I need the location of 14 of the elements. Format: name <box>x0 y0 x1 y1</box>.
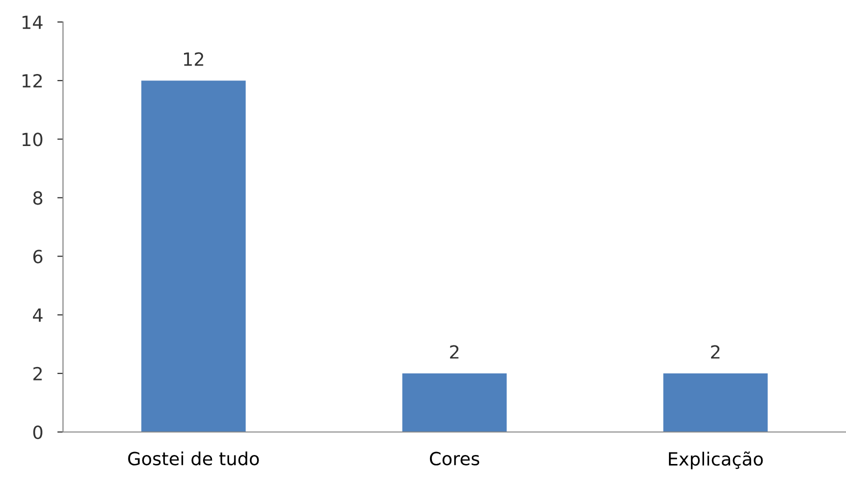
y-tick-label: 4 <box>32 308 43 322</box>
y-tick-label: 12 <box>22 74 42 88</box>
y-tick-label: 0 <box>33 425 42 440</box>
y-tick-label: 8 <box>33 191 42 205</box>
data-label: 12 <box>184 52 204 66</box>
data-label: 2 <box>711 345 720 359</box>
x-tick-label: Cores <box>430 452 480 466</box>
y-tick-label: 14 <box>22 16 43 29</box>
y-tick-label: 2 <box>33 366 42 380</box>
y-tick-label: 6 <box>33 250 42 264</box>
x-tick-label: Gostei de tudo <box>128 451 259 466</box>
x-tick-label: Explicação <box>668 451 763 470</box>
data-label: 2 <box>450 345 458 359</box>
y-tick-label: 10 <box>22 132 42 146</box>
